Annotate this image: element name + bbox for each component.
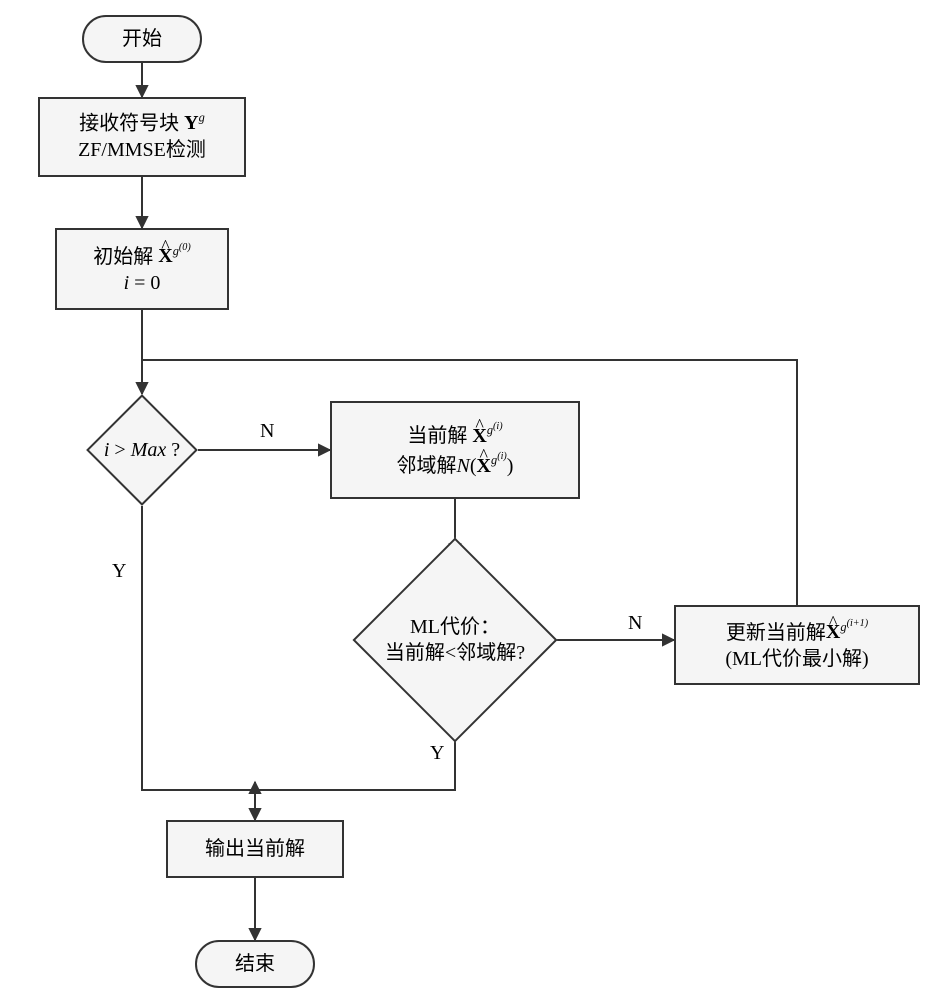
output-label: 输出当前解: [205, 836, 305, 863]
cond-max-q: ?: [166, 439, 180, 461]
init-sup: g(0): [173, 244, 191, 258]
recv-process: 接收符号块 Yg ZF/MMSE检测: [38, 97, 246, 177]
current-process: 当前解 ^Xg(i) 邻域解N(^Xg(i)): [330, 401, 580, 499]
recv-line1: 接收符号块 Yg: [79, 110, 205, 138]
script-N-icon: N: [457, 455, 470, 477]
output-process: 输出当前解: [166, 820, 344, 878]
end-label: 结束: [235, 951, 275, 978]
current-sup1: g(i): [487, 423, 503, 437]
cond-ml-text: ML代价： 当前解<邻域解?: [385, 614, 525, 666]
xhat-icon: ^X: [826, 619, 840, 646]
label-N-2: N: [628, 612, 642, 635]
update-process: 更新当前解^Xg(i+1) (ML代价最小解): [674, 605, 920, 685]
label-Y-1: Y: [112, 560, 126, 583]
recv-sup: g: [199, 111, 205, 125]
cond-max-text: i > Max ?: [104, 437, 180, 463]
update-line1: 更新当前解^Xg(i+1): [726, 617, 868, 647]
current-line2: 邻域解N(^Xg(i)): [397, 450, 514, 480]
cond-ml-line1: ML代价：: [385, 614, 525, 640]
update-sup: g(i+1): [840, 620, 868, 634]
xhat-icon: ^X: [158, 243, 172, 270]
label-Y-2: Y: [430, 742, 444, 765]
init-line1-cn: 初始解: [93, 245, 158, 267]
recv-line2: ZF/MMSE检测: [78, 137, 206, 164]
current-line1-cn: 当前解: [407, 425, 472, 447]
init-eq: = 0: [129, 272, 160, 294]
end-terminator: 结束: [195, 940, 315, 988]
init-line1: 初始解 ^Xg(0): [93, 241, 191, 271]
init-line2: i = 0: [124, 270, 161, 297]
init-process: 初始解 ^Xg(0) i = 0: [55, 228, 229, 310]
current-paren: (^Xg(i)): [470, 455, 514, 477]
cond-max-decision: i > Max ?: [86, 394, 198, 506]
current-line1: 当前解 ^Xg(i): [407, 420, 502, 450]
current-line2-cn: 邻域解: [397, 455, 457, 477]
update-line1-cn: 更新当前解: [726, 621, 826, 643]
start-label: 开始: [122, 26, 162, 53]
cond-max-rhs: Max: [131, 439, 167, 461]
update-line2: (ML代价最小解): [725, 646, 868, 673]
label-N-1: N: [260, 420, 274, 443]
recv-symbol-Y: Yg: [184, 112, 205, 134]
recv-line1-cn: 接收符号块: [79, 112, 184, 134]
start-terminator: 开始: [82, 15, 202, 63]
cond-ml-line2: 当前解<邻域解?: [385, 640, 525, 666]
cond-max-op: >: [109, 439, 130, 461]
cond-ml-decision: ML代价： 当前解<邻域解?: [335, 555, 575, 725]
